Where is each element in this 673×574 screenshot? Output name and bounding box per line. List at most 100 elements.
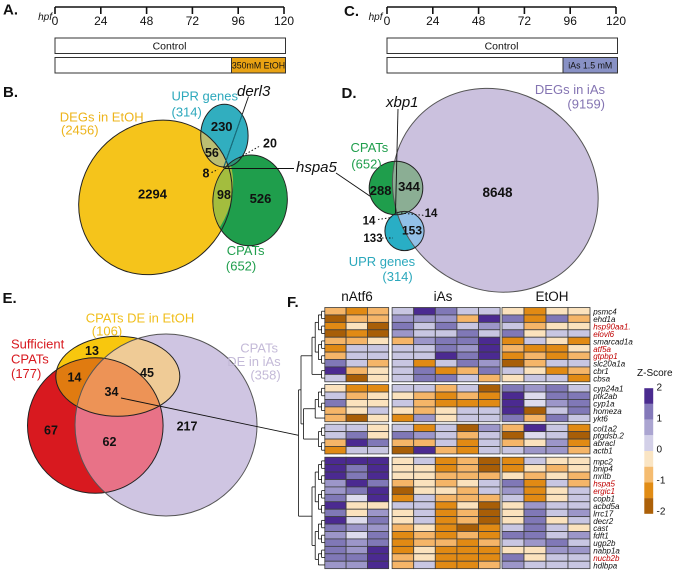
svg-text:fdft1: fdft1 (593, 532, 609, 541)
svg-text:72: 72 (518, 14, 532, 28)
svg-text:bnip4: bnip4 (593, 465, 613, 474)
svg-text:ugp2b: ugp2b (593, 539, 616, 548)
svg-text:derl3: derl3 (237, 83, 271, 100)
svg-text:96: 96 (232, 14, 246, 28)
svg-text:nucb2b: nucb2b (593, 554, 620, 563)
svg-text:abracl: abracl (593, 439, 615, 448)
svg-text:120: 120 (274, 14, 294, 28)
svg-text:CPATs: CPATs (240, 341, 278, 356)
svg-text:cast: cast (593, 524, 608, 533)
svg-text:67: 67 (44, 424, 58, 438)
svg-text:(177): (177) (11, 366, 41, 381)
svg-text:col1a2: col1a2 (593, 424, 617, 433)
svg-text:psmc4: psmc4 (592, 308, 617, 317)
svg-text:DEGs in EtOH: DEGs in EtOH (60, 110, 144, 125)
svg-text:120: 120 (606, 14, 626, 28)
svg-text:8: 8 (203, 167, 210, 181)
svg-text:hspa5: hspa5 (593, 480, 615, 489)
svg-text:hsp90aa1.: hsp90aa1. (593, 322, 630, 331)
svg-text:DEGs in iAs: DEGs in iAs (535, 82, 606, 97)
svg-text:lrrc17: lrrc17 (593, 509, 614, 518)
svg-text:smarcad1a: smarcad1a (593, 337, 633, 346)
svg-text:2294: 2294 (138, 187, 168, 202)
svg-text:20: 20 (263, 137, 277, 151)
svg-text:48: 48 (472, 14, 486, 28)
svg-text:EtOH: EtOH (535, 289, 568, 304)
svg-text:C.: C. (344, 3, 359, 20)
svg-text:34: 34 (105, 385, 119, 399)
svg-text:0: 0 (384, 14, 391, 28)
svg-text:2: 2 (657, 383, 663, 394)
svg-text:UPR genes: UPR genes (349, 254, 416, 269)
svg-text:98: 98 (217, 188, 231, 202)
svg-text:DE in iAs: DE in iAs (227, 354, 281, 369)
svg-text:ehd1a: ehd1a (593, 315, 616, 324)
svg-text:ergic1: ergic1 (593, 487, 615, 496)
svg-text:96: 96 (564, 14, 578, 28)
svg-text:72: 72 (186, 14, 200, 28)
svg-text:45: 45 (140, 366, 154, 380)
svg-text:(106): (106) (92, 324, 122, 339)
svg-text:(314): (314) (172, 105, 202, 120)
svg-text:ptgdsb.2: ptgdsb.2 (592, 432, 624, 441)
svg-text:14: 14 (68, 371, 82, 385)
svg-text:(2456): (2456) (61, 123, 99, 138)
svg-text:24: 24 (94, 14, 108, 28)
svg-text:526: 526 (250, 191, 272, 206)
svg-text:(652): (652) (351, 157, 381, 172)
svg-text:hspa5: hspa5 (296, 159, 338, 176)
svg-text:actb1: actb1 (593, 447, 613, 456)
svg-text:cbsa: cbsa (593, 374, 610, 383)
svg-text:copb1: copb1 (593, 494, 615, 503)
svg-text:(9159): (9159) (567, 97, 605, 112)
svg-text:xbp1: xbp1 (385, 94, 419, 111)
svg-text:gtpbp1: gtpbp1 (593, 352, 617, 361)
svg-text:230: 230 (211, 119, 233, 134)
svg-text:cyp24a1: cyp24a1 (593, 385, 623, 394)
svg-text:cyp1a: cyp1a (593, 400, 615, 409)
svg-text:Sufficient: Sufficient (11, 337, 65, 352)
svg-text:cbr1: cbr1 (593, 367, 609, 376)
svg-text:slc20a1a: slc20a1a (593, 360, 626, 369)
svg-text:62: 62 (103, 435, 117, 449)
svg-text:decr2: decr2 (593, 517, 614, 526)
svg-text:mpc2: mpc2 (593, 457, 613, 466)
svg-text:133: 133 (363, 233, 382, 245)
svg-text:CPATs: CPATs (11, 352, 49, 367)
svg-text:-1: -1 (657, 476, 666, 487)
svg-text:344: 344 (398, 179, 420, 194)
svg-text:D.: D. (342, 85, 357, 102)
svg-text:350mM EtOH: 350mM EtOH (232, 61, 285, 71)
svg-text:14: 14 (425, 208, 438, 220)
svg-text:UPR genes: UPR genes (172, 89, 239, 104)
svg-text:Z-Score: Z-Score (637, 368, 673, 379)
svg-text:56: 56 (205, 146, 219, 160)
svg-text:288: 288 (370, 183, 392, 198)
svg-text:ptk2ab: ptk2ab (592, 392, 618, 401)
svg-text:48: 48 (140, 14, 154, 28)
svg-text:hpf: hpf (369, 12, 384, 23)
svg-text:13: 13 (85, 344, 99, 358)
svg-text:Control: Control (153, 41, 187, 53)
svg-text:iAs: iAs (434, 289, 453, 304)
svg-text:217: 217 (177, 420, 198, 434)
svg-text:0: 0 (657, 445, 663, 456)
svg-text:elovl6: elovl6 (593, 330, 614, 339)
svg-text:atf5a: atf5a (593, 345, 611, 354)
svg-text:(358): (358) (250, 368, 280, 383)
svg-text:mritb: mritb (593, 472, 611, 481)
svg-text:8648: 8648 (482, 185, 513, 200)
svg-text:(652): (652) (226, 259, 256, 274)
svg-text:B.: B. (3, 84, 18, 101)
svg-text:14: 14 (363, 216, 376, 228)
svg-text:1: 1 (657, 414, 663, 425)
svg-text:CPATs DE in EtOH: CPATs DE in EtOH (86, 311, 195, 326)
svg-text:A.: A. (3, 2, 18, 19)
svg-text:CPATs: CPATs (227, 243, 265, 258)
svg-text:nAtf6: nAtf6 (341, 289, 373, 304)
svg-text:(314): (314) (382, 269, 412, 284)
svg-text:CPATs: CPATs (351, 140, 389, 155)
svg-text:hdlbpa: hdlbpa (593, 561, 618, 570)
svg-text:F.: F. (287, 294, 299, 311)
svg-text:153: 153 (402, 224, 422, 238)
